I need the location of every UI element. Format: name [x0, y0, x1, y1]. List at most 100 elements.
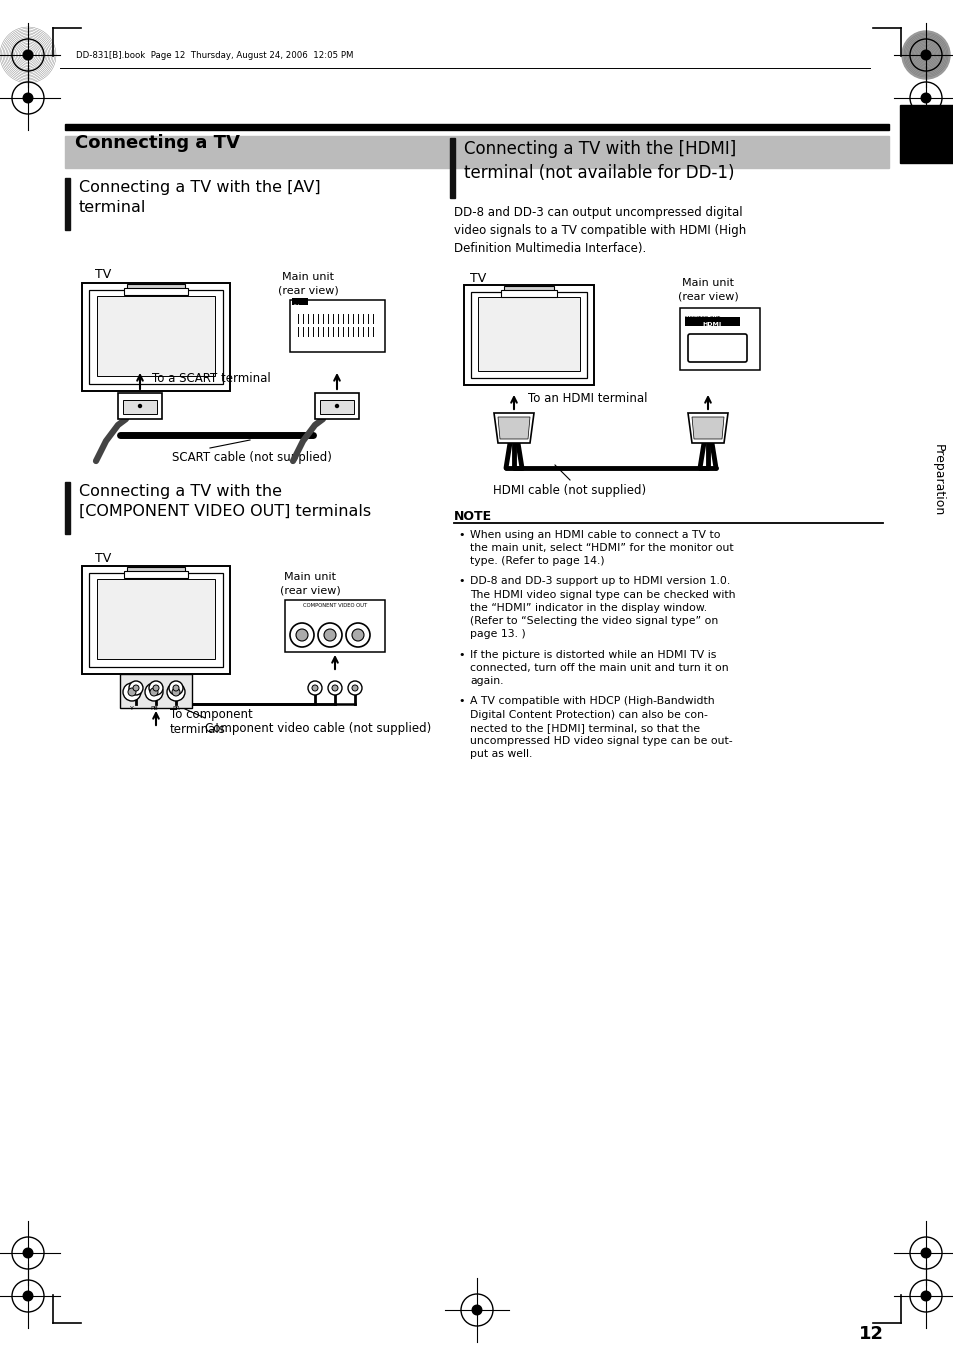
Text: Connecting a TV: Connecting a TV [75, 134, 239, 153]
Circle shape [317, 623, 341, 647]
Circle shape [290, 623, 314, 647]
Circle shape [921, 93, 930, 103]
Bar [124, 571, 188, 578]
Text: Connecting a TV with the [AV]
terminal: Connecting a TV with the [AV] terminal [79, 180, 320, 215]
Circle shape [128, 688, 136, 696]
Circle shape [901, 31, 949, 78]
Circle shape [335, 404, 338, 408]
Bar [319, 400, 354, 413]
Polygon shape [691, 417, 723, 439]
Circle shape [348, 681, 361, 694]
Circle shape [172, 688, 180, 696]
Bar [292, 299, 308, 305]
Polygon shape [497, 417, 530, 439]
Text: To component
terminals: To component terminals [170, 708, 253, 736]
Bar [463, 285, 594, 385]
Bar [82, 566, 230, 674]
Text: PB: PB [150, 707, 158, 711]
Text: Main unit
(rear view): Main unit (rear view) [277, 272, 338, 296]
Bar [89, 573, 223, 667]
Circle shape [23, 50, 32, 59]
Circle shape [169, 681, 183, 694]
Text: TV: TV [95, 553, 112, 565]
Text: COMPONENT VIDEO OUT: COMPONENT VIDEO OUT [302, 603, 367, 608]
Text: Main unit
(rear view): Main unit (rear view) [677, 278, 738, 301]
Circle shape [308, 681, 322, 694]
Text: If the picture is distorted while an HDMI TV is
connected, turn off the main uni: If the picture is distorted while an HDM… [470, 650, 728, 686]
Circle shape [295, 630, 308, 640]
Text: TV: TV [470, 272, 486, 285]
Circle shape [346, 623, 370, 647]
Circle shape [23, 1248, 32, 1258]
Bar [65, 482, 70, 534]
Circle shape [167, 684, 185, 701]
Text: AV: AV [293, 304, 300, 309]
Text: Preparation: Preparation [930, 444, 943, 516]
Bar [285, 600, 385, 653]
Circle shape [152, 685, 159, 690]
Circle shape [352, 630, 364, 640]
Bar [118, 393, 162, 419]
Bar [684, 317, 740, 326]
Text: PR: PR [172, 707, 180, 711]
Circle shape [145, 684, 163, 701]
Text: HDMI: HDMI [701, 322, 720, 327]
Bar [123, 400, 157, 413]
Bar [120, 674, 192, 708]
Circle shape [123, 684, 141, 701]
Bar [65, 136, 888, 168]
Text: To an HDMI terminal: To an HDMI terminal [527, 392, 647, 405]
Polygon shape [494, 413, 534, 443]
Text: •: • [457, 697, 464, 707]
Circle shape [23, 93, 32, 103]
Text: Connecting a TV with the
[COMPONENT VIDEO OUT] terminals: Connecting a TV with the [COMPONENT VIDE… [79, 484, 371, 519]
Circle shape [149, 681, 163, 694]
Text: HDMI cable (not supplied): HDMI cable (not supplied) [493, 484, 646, 497]
Circle shape [921, 1292, 930, 1301]
Bar [127, 284, 185, 289]
Text: •: • [457, 530, 464, 540]
Circle shape [172, 685, 179, 690]
Bar [679, 308, 760, 370]
Bar [899, 105, 953, 163]
Text: MONITOR OUT: MONITOR OUT [684, 316, 720, 322]
Bar [477, 297, 579, 372]
Bar [503, 286, 554, 290]
Circle shape [312, 685, 317, 690]
Text: DD-8 and DD-3 can output uncompressed digital
video signals to a TV compatible w: DD-8 and DD-3 can output uncompressed di… [454, 205, 745, 255]
FancyBboxPatch shape [687, 334, 746, 362]
Text: DD-8 and DD-3 support up to HDMI version 1.0.
The HDMI video signal type can be : DD-8 and DD-3 support up to HDMI version… [470, 577, 735, 639]
Bar [97, 296, 214, 376]
Bar [124, 288, 188, 295]
Text: When using an HDMI cable to connect a TV to
the main unit, select “HDMI” for the: When using an HDMI cable to connect a TV… [470, 530, 733, 566]
Bar [127, 567, 185, 571]
Text: Y: Y [130, 707, 133, 711]
Bar [500, 290, 557, 297]
Circle shape [921, 50, 930, 59]
Text: A TV compatible with HDCP (High-Bandwidth
Digital Content Protection) can also b: A TV compatible with HDCP (High-Bandwidt… [470, 697, 732, 759]
Text: TV: TV [95, 267, 112, 281]
Text: To a SCART terminal: To a SCART terminal [152, 372, 271, 385]
Circle shape [472, 1305, 481, 1315]
Bar [89, 290, 223, 384]
Text: Connecting a TV with the [HDMI]
terminal (not available for DD-1): Connecting a TV with the [HDMI] terminal… [463, 141, 736, 181]
Circle shape [129, 681, 143, 694]
Circle shape [23, 1292, 32, 1301]
Text: 12: 12 [858, 1325, 883, 1343]
Circle shape [150, 688, 158, 696]
Bar [471, 292, 586, 378]
Circle shape [328, 681, 341, 694]
Circle shape [324, 630, 335, 640]
Text: Main unit
(rear view): Main unit (rear view) [279, 571, 340, 596]
Bar [450, 138, 455, 199]
Bar [97, 580, 214, 659]
Bar [290, 300, 385, 353]
Circle shape [921, 1248, 930, 1258]
Bar [314, 393, 358, 419]
Text: DD-831[B].book  Page 12  Thursday, August 24, 2006  12:05 PM: DD-831[B].book Page 12 Thursday, August … [76, 51, 354, 59]
Bar [65, 178, 70, 230]
Text: •: • [457, 650, 464, 661]
Circle shape [138, 404, 141, 408]
Text: •: • [457, 577, 464, 586]
Circle shape [132, 685, 139, 690]
